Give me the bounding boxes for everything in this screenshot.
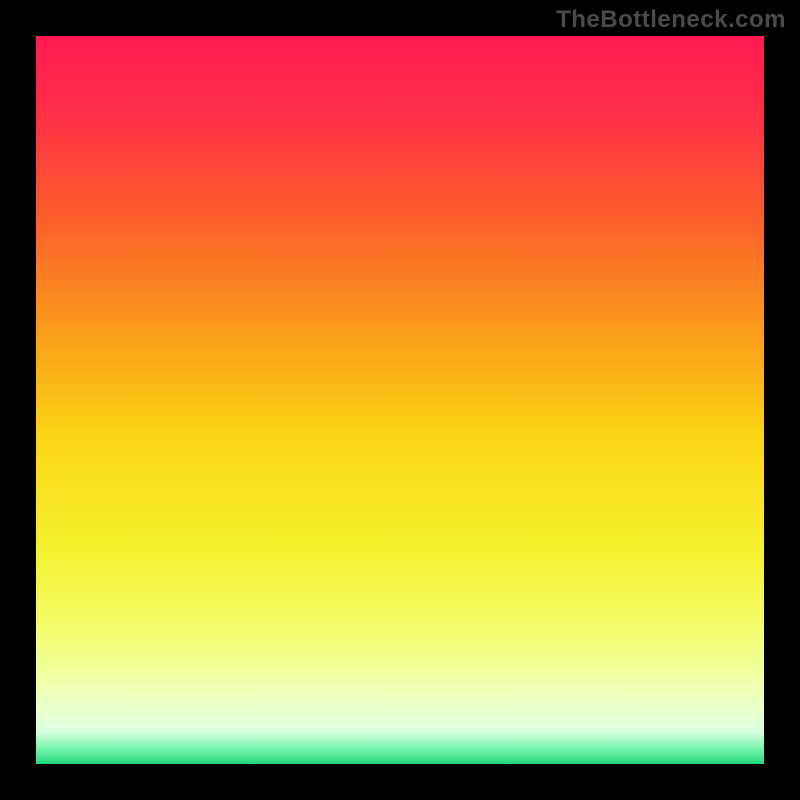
plot-area [36, 36, 764, 764]
canvas: TheBottleneck.com [0, 0, 800, 800]
watermark-text: TheBottleneck.com [556, 6, 786, 34]
gradient-background [36, 36, 764, 764]
